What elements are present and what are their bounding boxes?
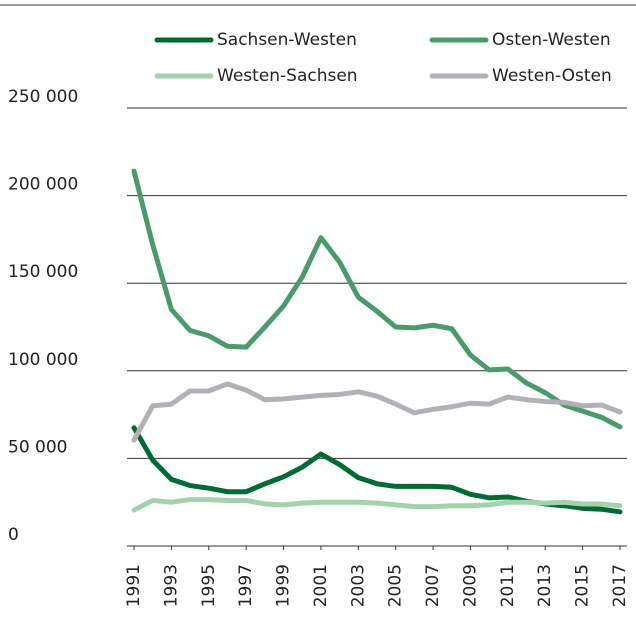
series-line — [131, 381, 623, 443]
x-tick-label: 2017 — [610, 564, 630, 607]
x-tick-label: 2001 — [311, 564, 331, 607]
legend-label: Westen-Osten — [492, 66, 612, 86]
y-tick-label: 150 000 — [8, 262, 78, 282]
y-tick-label: 250 000 — [8, 87, 78, 107]
x-tick-label: 1997 — [236, 564, 256, 607]
x-tick-label: 1999 — [274, 564, 294, 607]
x-tick-label: 1995 — [199, 564, 219, 607]
series-line — [131, 497, 623, 513]
x-tick-label: 2005 — [386, 564, 406, 607]
y-tick-label: 100 000 — [8, 350, 78, 370]
legend-label: Osten-Westen — [492, 30, 611, 50]
x-tick-label: 2015 — [573, 564, 593, 607]
x-tick-label: 2009 — [460, 564, 480, 607]
x-tick-label: 2007 — [423, 564, 443, 607]
y-tick-label: 50 000 — [8, 437, 67, 457]
x-tick-label: 1991 — [124, 564, 144, 607]
legend-label: Sachsen-Westen — [217, 30, 357, 50]
series-line — [131, 168, 623, 430]
x-tick-label: 2013 — [535, 564, 555, 607]
x-tick-label: 2011 — [498, 564, 518, 607]
y-tick-label: 0 — [8, 525, 19, 545]
y-tick-label: 200 000 — [8, 175, 78, 195]
x-tick-label: 1993 — [161, 564, 181, 607]
x-tick-label: 2003 — [348, 564, 368, 607]
legend-label: Westen-Sachsen — [217, 66, 358, 86]
